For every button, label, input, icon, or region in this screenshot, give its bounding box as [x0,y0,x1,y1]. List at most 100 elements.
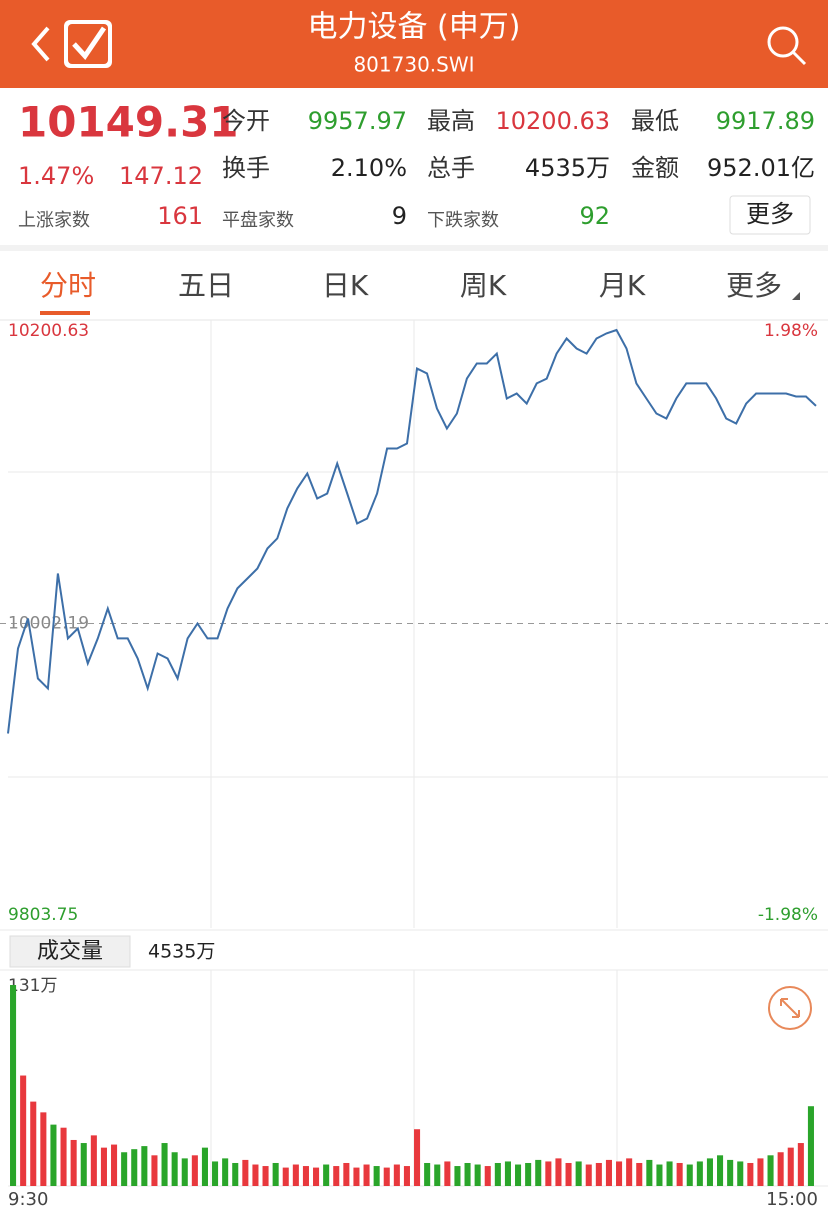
volume-bar [50,1124,57,1186]
search-button[interactable] [767,26,799,58]
volume-bar [353,1167,360,1186]
volume-bar [686,1164,693,1186]
volume-bar [807,1106,814,1186]
tab[interactable]: 月K [599,269,646,302]
volume-bar [464,1162,471,1186]
volume-bar [484,1166,491,1186]
stat-value: 4535万 [525,154,610,182]
stat-value: 161 [157,202,203,230]
volume-bar [292,1164,299,1186]
volume-bar [767,1155,774,1186]
header-code: 801730.SWI [353,53,474,77]
volume-bar [777,1152,784,1186]
volume-bar [656,1164,663,1186]
volume-bar [60,1127,67,1186]
volume-bar [121,1152,128,1186]
volume-bar [605,1159,612,1186]
header-bar [0,0,828,88]
stat-label: 最高 [427,107,475,135]
volume-bar [535,1159,542,1186]
volume-bar [363,1164,370,1186]
y-tick-label: 10200.63 [8,321,89,341]
stat-value: 9917.89 [716,107,815,135]
volume-bar [666,1161,673,1186]
volume-bar [706,1158,713,1186]
volume-bar [444,1161,451,1186]
stat-label: 平盘家数 [222,210,294,231]
volume-bar [747,1162,754,1186]
volume-bar [262,1166,269,1186]
stat-label: 上涨家数 [18,210,90,231]
volume-bar [201,1147,208,1186]
volume-bar [151,1155,158,1186]
volume-bar [212,1161,219,1186]
more-tab-arrow [792,292,800,300]
volume-bar [565,1162,572,1186]
volume-bar [30,1101,37,1186]
volume-bar [111,1144,118,1186]
volume-bar [323,1164,330,1186]
tab[interactable]: 日K [322,269,369,302]
volume-bar [797,1143,804,1186]
volume-bar [80,1143,87,1186]
volume-bar [282,1167,289,1186]
change-pct: 1.47% [18,162,94,190]
volume-bar [272,1162,279,1186]
volume-bar [181,1158,188,1186]
volume-total: 4535万 [148,941,215,963]
volume-tick-label: 131万 [8,976,57,996]
check-icon [72,26,107,61]
volume-bar [494,1162,501,1186]
volume-bar [90,1135,97,1186]
stat-value: 9957.97 [308,107,407,135]
volume-bar [373,1166,380,1186]
change: 147.12 [119,162,203,190]
price-grid [0,320,828,1187]
volume-bar [313,1167,320,1186]
volume-bar [626,1158,633,1186]
stat-label: 下跌家数 [427,210,499,231]
volume-bar [545,1161,552,1186]
y-tick-label: 9803.75 [8,905,78,925]
volume-bar [10,985,17,1186]
tab[interactable]: 五日 [178,269,234,302]
volume-bar [525,1162,532,1186]
y2-tick-label: -1.98% [758,905,818,925]
price: 10149.31 [18,98,239,147]
volume-bar [161,1143,168,1186]
volume-bar [434,1164,441,1186]
stat-value: 92 [579,202,610,230]
volume-bar [474,1164,481,1186]
volume-bar [575,1161,582,1186]
volume-bar [737,1161,744,1186]
volume-bar [414,1129,421,1186]
more-button[interactable] [729,195,811,235]
volume-bar [141,1146,148,1186]
volume-bar [131,1149,138,1186]
back-button[interactable] [31,26,50,62]
volume-button[interactable] [9,935,131,968]
volume-bar [191,1155,198,1186]
volume-bar [40,1112,47,1186]
volume-bar [393,1164,400,1186]
stat-value: 9 [392,202,407,230]
tab[interactable]: 分时 [40,269,96,302]
volume-bar [232,1162,239,1186]
search-handle [791,50,807,66]
stat-value: 2.10% [331,154,407,182]
volume-bar [100,1147,107,1186]
volume-bar [555,1158,562,1186]
x-tick-label: 9:30 [8,1189,48,1210]
volume-bar [20,1075,27,1186]
volume-bar [636,1162,643,1186]
expand-button[interactable] [768,986,812,1030]
volume-bar [646,1159,653,1186]
tab[interactable]: 更多 [726,269,782,302]
volume-bar [787,1147,794,1186]
tab[interactable]: 周K [460,269,507,302]
stat-label: 金额 [631,154,679,182]
volume-bar [383,1167,390,1186]
volume-bar [302,1166,309,1186]
divider [0,245,828,251]
